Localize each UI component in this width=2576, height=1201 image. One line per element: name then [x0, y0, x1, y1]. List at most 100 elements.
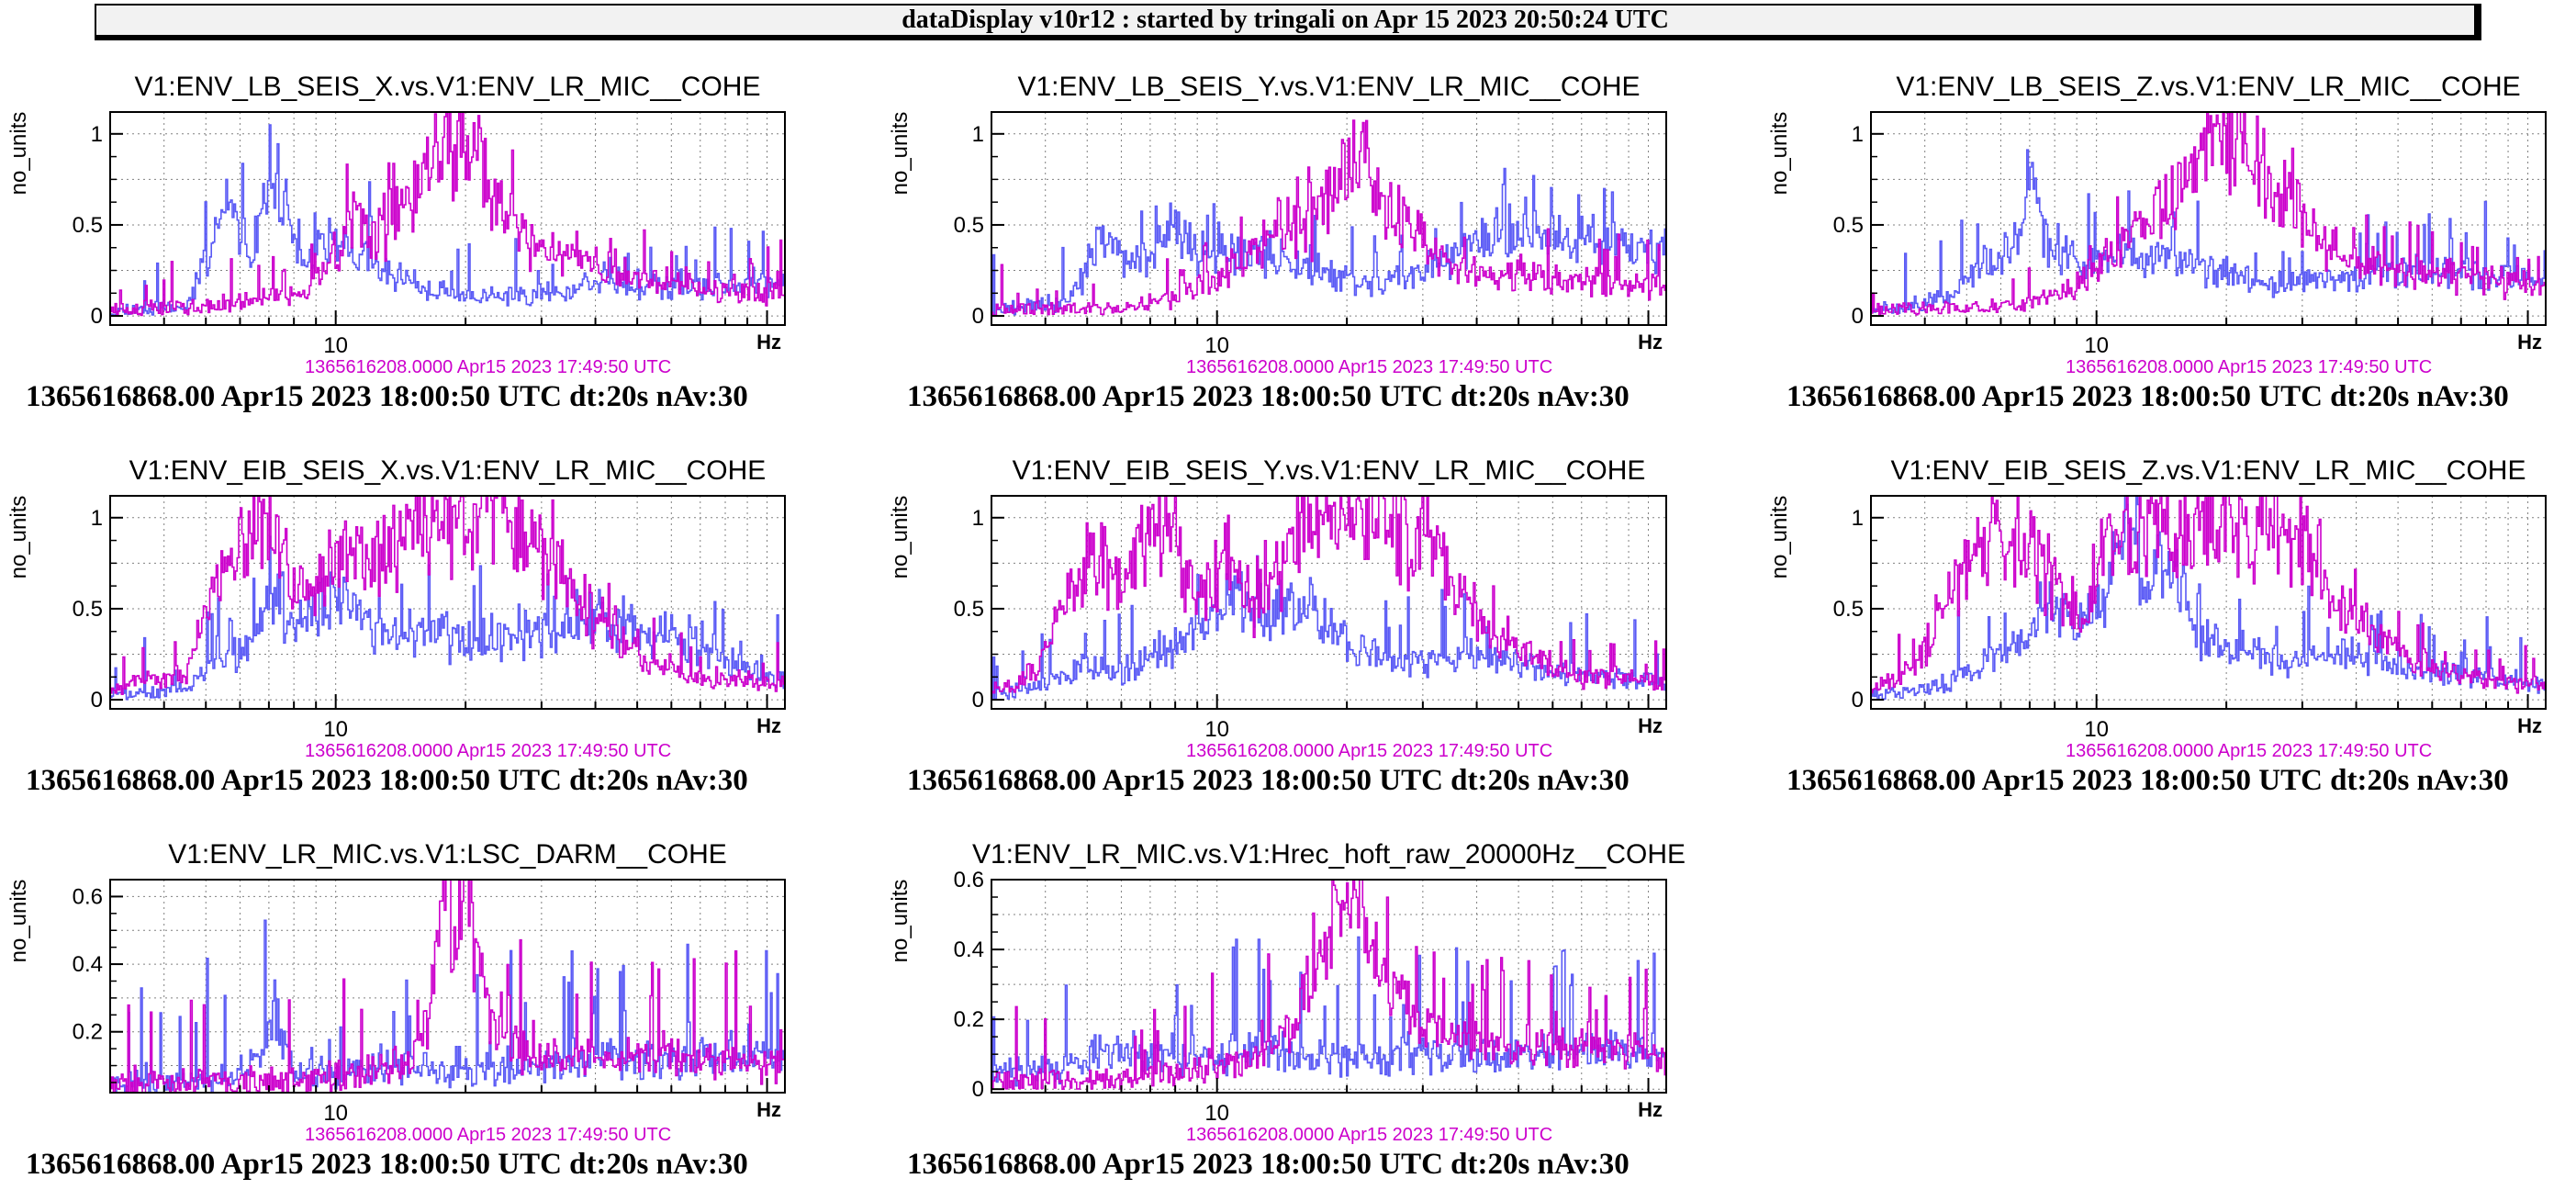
- current-coherence-trace: [110, 919, 785, 1093]
- x-tick-label: 10: [323, 1101, 348, 1126]
- plot-title: V1:ENV_EIB_SEIS_Y.vs.V1:ENV_LR_MIC__COHE: [1013, 455, 1646, 486]
- plot-frame: [109, 879, 786, 1094]
- coherence-plot: V1:ENV_EIB_SEIS_X.vs.V1:ENV_LR_MIC__COHE…: [6, 455, 786, 797]
- y-axis-label: no_units: [6, 112, 31, 196]
- grid-lines: [1871, 112, 2546, 325]
- measurement-footer: 1365616868.00 Apr15 2023 18:00:50 UTC dt…: [26, 764, 748, 797]
- y-tick-label: 0.5: [1833, 213, 1864, 238]
- reference-timestamp: 1365616208.0000 Apr15 2023 17:49:50 UTC: [1186, 357, 1552, 377]
- x-axis-unit: Hz: [1638, 331, 1663, 354]
- x-tick-label: 10: [1204, 333, 1229, 358]
- x-tick-label: 10: [2084, 717, 2109, 742]
- plot-title: V1:ENV_EIB_SEIS_Z.vs.V1:ENV_LR_MIC__COHE: [1891, 455, 2526, 486]
- coherence-plot: V1:ENV_LB_SEIS_X.vs.V1:ENV_LR_MIC__COHEn…: [6, 72, 786, 413]
- x-tick-label: 10: [1204, 717, 1229, 742]
- measurement-footer: 1365616868.00 Apr15 2023 18:00:50 UTC dt…: [1786, 764, 2509, 797]
- plot-frame: [1870, 495, 2547, 710]
- x-axis-unit: Hz: [2517, 714, 2542, 737]
- y-tick-label: 0: [972, 688, 984, 713]
- x-tick-label: 10: [323, 717, 348, 742]
- plot-title: V1:ENV_LR_MIC.vs.V1:LSC_DARM__COHE: [168, 839, 727, 870]
- y-tick-label: 1: [1852, 122, 1864, 147]
- x-axis-unit: Hz: [1638, 714, 1663, 737]
- y-tick-label: 1: [1852, 506, 1864, 531]
- x-tick-label: 10: [1204, 1101, 1229, 1126]
- window-title: dataDisplay v10r12 : started by tringali…: [902, 6, 1669, 34]
- plot-title: V1:ENV_EIB_SEIS_X.vs.V1:ENV_LR_MIC__COHE: [129, 455, 767, 486]
- measurement-footer: 1365616868.00 Apr15 2023 18:00:50 UTC dt…: [1786, 380, 2509, 413]
- y-axis-label: no_units: [888, 496, 913, 579]
- y-tick-label: 0.2: [954, 1007, 984, 1032]
- coherence-plot: V1:ENV_LB_SEIS_Z.vs.V1:ENV_LR_MIC__COHEn…: [1767, 72, 2547, 413]
- y-tick-label: 0: [972, 304, 984, 329]
- y-tick-label: 0.5: [73, 597, 103, 622]
- reference-timestamp: 1365616208.0000 Apr15 2023 17:49:50 UTC: [305, 741, 671, 761]
- coherence-plot: V1:ENV_LR_MIC.vs.V1:LSC_DARM__COHE no_uni…: [6, 839, 786, 1181]
- reference-coherence-trace: [991, 880, 1666, 1090]
- reference-coherence-trace: [1871, 496, 2546, 694]
- coherence-plot: V1:ENV_EIB_SEIS_Y.vs.V1:ENV_LR_MIC__COHE…: [888, 455, 1667, 797]
- y-tick-label: 0.5: [1833, 597, 1864, 622]
- coherence-plot: V1:ENV_EIB_SEIS_Z.vs.V1:ENV_LR_MIC__COHE…: [1767, 455, 2547, 797]
- plot-frame: [991, 495, 1667, 710]
- grid-lines: [110, 112, 785, 325]
- coherence-plot: V1:ENV_LR_MIC.vs.V1:Hrec_hoft_raw_20000H…: [888, 839, 1686, 1181]
- y-tick-label: 0: [972, 1077, 984, 1102]
- y-tick-label: 1: [972, 506, 984, 531]
- y-tick-label: 0.2: [73, 1020, 103, 1045]
- current-coherence-trace: [110, 535, 785, 701]
- reference-timestamp: 1365616208.0000 Apr15 2023 17:49:50 UTC: [305, 357, 671, 377]
- y-tick-label: 0: [1852, 688, 1864, 713]
- window-title-bar: dataDisplay v10r12 : started by tringali…: [95, 4, 2481, 40]
- reference-coherence-trace: [110, 496, 785, 695]
- y-tick-label: 0.5: [73, 213, 103, 238]
- y-tick-label: 0.4: [954, 937, 984, 962]
- reference-timestamp: 1365616208.0000 Apr15 2023 17:49:50 UTC: [1186, 1125, 1552, 1145]
- x-axis-unit: Hz: [1638, 1098, 1663, 1121]
- y-tick-label: 0.5: [954, 597, 984, 622]
- y-tick-label: 1: [972, 122, 984, 147]
- measurement-footer: 1365616868.00 Apr15 2023 18:00:50 UTC dt…: [907, 380, 1630, 413]
- reference-timestamp: 1365616208.0000 Apr15 2023 17:49:50 UTC: [305, 1125, 671, 1145]
- reference-coherence-trace: [1871, 112, 2546, 317]
- plot-title: V1:ENV_LB_SEIS_Z.vs.V1:ENV_LR_MIC__COHE: [1896, 72, 2520, 102]
- plot-title: V1:ENV_LB_SEIS_X.vs.V1:ENV_LR_MIC__COHE: [135, 72, 761, 102]
- measurement-footer: 1365616868.00 Apr15 2023 18:00:50 UTC dt…: [907, 1148, 1630, 1181]
- x-axis-unit: Hz: [756, 331, 781, 354]
- x-tick-label: 10: [2084, 333, 2109, 358]
- current-coherence-trace: [1871, 149, 2546, 314]
- reference-coherence-trace: [991, 496, 1666, 694]
- y-tick-label: 0.6: [73, 884, 103, 909]
- coherence-plot: V1:ENV_LB_SEIS_Y.vs.V1:ENV_LR_MIC__COHEn…: [888, 72, 1667, 413]
- x-axis-unit: Hz: [756, 1098, 781, 1121]
- y-tick-label: 0.4: [73, 952, 103, 977]
- measurement-footer: 1365616868.00 Apr15 2023 18:00:50 UTC dt…: [26, 380, 748, 413]
- y-tick-label: 1: [91, 122, 103, 147]
- y-axis-label: no_units: [1767, 112, 1792, 196]
- y-tick-label: 0: [91, 304, 103, 329]
- plot-frame: [109, 111, 786, 326]
- plot-title: V1:ENV_LR_MIC.vs.V1:Hrec_hoft_raw_20000H…: [972, 839, 1686, 870]
- y-axis-label: no_units: [6, 496, 31, 579]
- measurement-footer: 1365616868.00 Apr15 2023 18:00:50 UTC dt…: [26, 1148, 748, 1181]
- plot-frame: [991, 111, 1667, 326]
- current-coherence-trace: [1871, 496, 2546, 701]
- y-tick-label: 1: [91, 506, 103, 531]
- current-coherence-trace: [991, 555, 1666, 700]
- y-axis-label: no_units: [1767, 496, 1792, 579]
- x-axis-unit: Hz: [2517, 331, 2542, 354]
- x-axis-unit: Hz: [756, 714, 781, 737]
- reference-timestamp: 1365616208.0000 Apr15 2023 17:49:50 UTC: [2066, 357, 2432, 377]
- y-tick-label: 0: [91, 688, 103, 713]
- y-axis-label: no_units: [888, 880, 913, 963]
- reference-coherence-trace: [110, 112, 785, 317]
- y-tick-label: 0: [1852, 304, 1864, 329]
- reference-coherence-trace: [110, 880, 785, 1093]
- plot-frame: [109, 495, 786, 710]
- y-tick-label: 0.5: [954, 213, 984, 238]
- plot-frame: [1870, 111, 2547, 326]
- x-tick-label: 10: [323, 333, 348, 358]
- current-coherence-trace: [991, 936, 1666, 1087]
- y-axis-label: no_units: [6, 880, 31, 963]
